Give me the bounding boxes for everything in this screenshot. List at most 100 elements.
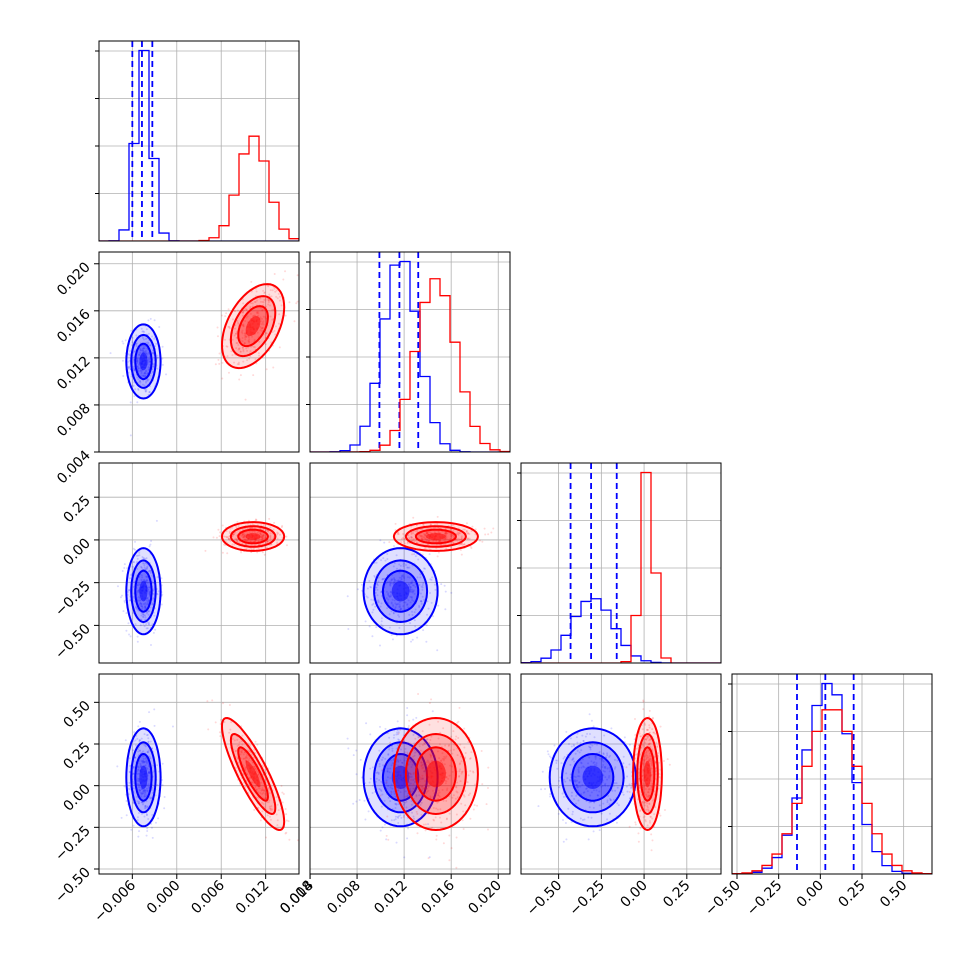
- scatter-point: [553, 744, 556, 747]
- scatter-point: [417, 558, 420, 561]
- scatter-point: [142, 760, 145, 763]
- scatter-point: [238, 347, 241, 350]
- scatter-point: [126, 590, 129, 593]
- scatter-point: [395, 579, 398, 582]
- scatter-point: [568, 743, 571, 746]
- scatter-point: [397, 732, 400, 735]
- scatter-point: [136, 777, 139, 780]
- scatter-point: [397, 738, 400, 741]
- scatter-point: [429, 523, 432, 526]
- scatter-point: [136, 796, 139, 799]
- scatter-point: [647, 735, 650, 738]
- scatter-point: [234, 537, 237, 540]
- scatter-point: [379, 591, 382, 594]
- scatter-point: [580, 749, 583, 752]
- scatter-point: [648, 820, 651, 823]
- scatter-point: [558, 779, 561, 782]
- scatter-point: [137, 783, 140, 786]
- x-tick-label-0: −0.006: [91, 877, 139, 925]
- scatter-point: [281, 791, 284, 794]
- scatter-point: [139, 624, 142, 627]
- scatter-point: [149, 740, 152, 743]
- scatter-point: [242, 753, 245, 756]
- scatter-point: [142, 616, 145, 619]
- scatter-point: [434, 526, 437, 529]
- scatter-point: [269, 807, 272, 810]
- y-tick-label-1: 0.020: [54, 259, 94, 299]
- scatter-point: [157, 356, 160, 359]
- scatter-point: [483, 527, 486, 530]
- scatter-point: [546, 750, 549, 753]
- scatter-point: [246, 315, 249, 318]
- scatter-point: [397, 614, 400, 617]
- scatter-point: [645, 751, 648, 754]
- scatter-point: [420, 600, 423, 603]
- scatter-point: [264, 536, 267, 539]
- scatter-point: [280, 784, 283, 787]
- scatter-point: [232, 533, 235, 536]
- scatter-point: [256, 312, 259, 315]
- scatter-point: [646, 804, 649, 807]
- scatter-point: [648, 759, 651, 762]
- scatter-point: [147, 586, 150, 589]
- scatter-point: [269, 537, 272, 540]
- scatter-point: [132, 824, 135, 827]
- scatter-point: [264, 317, 267, 320]
- scatter-point: [654, 767, 657, 770]
- scatter-point: [648, 726, 651, 729]
- scatter-point: [144, 795, 147, 798]
- scatter-point: [458, 706, 461, 709]
- scatter-point: [550, 756, 553, 759]
- scatter-point: [245, 347, 248, 350]
- scatter-point: [380, 805, 383, 808]
- scatter-point: [398, 576, 401, 579]
- scatter-point: [461, 771, 464, 774]
- scatter-point: [651, 799, 654, 802]
- scatter-point: [236, 738, 239, 741]
- contour-level: [425, 533, 446, 540]
- scatter-point: [565, 772, 568, 775]
- scatter-point: [134, 548, 137, 551]
- scatter-point: [650, 773, 653, 776]
- scatter-point: [650, 788, 653, 791]
- scatter-point: [153, 614, 156, 617]
- scatter-point: [645, 750, 648, 753]
- scatter-point: [149, 344, 152, 347]
- scatter-point: [356, 588, 359, 591]
- scatter-point: [132, 565, 135, 568]
- scatter-point: [157, 817, 160, 820]
- scatter-point: [153, 724, 156, 727]
- scatter-point: [569, 773, 572, 776]
- scatter-point: [229, 728, 232, 731]
- scatter-point: [606, 801, 609, 804]
- scatter-point: [643, 722, 646, 725]
- scatter-point: [444, 744, 447, 747]
- scatter-point: [438, 757, 441, 760]
- scatter-point: [146, 603, 149, 606]
- scatter-point: [269, 815, 272, 818]
- x-tick-label-1: 0.008: [324, 878, 364, 918]
- scatter-point: [389, 593, 392, 596]
- scatter-point: [146, 806, 149, 809]
- scatter-point: [428, 531, 431, 534]
- scatter-point: [428, 856, 431, 859]
- scatter-point: [391, 796, 394, 799]
- scatter-point: [643, 801, 646, 804]
- scatter-point: [431, 826, 434, 829]
- scatter-point: [587, 838, 590, 841]
- scatter-point: [163, 807, 166, 810]
- scatter-point: [411, 584, 414, 587]
- scatter-point: [383, 823, 386, 826]
- scatter-point: [125, 629, 128, 632]
- scatter-point: [444, 531, 447, 534]
- scatter-point: [641, 800, 644, 803]
- scatter-point: [226, 355, 229, 358]
- scatter-point: [138, 740, 141, 743]
- scatter-point: [647, 788, 650, 791]
- scatter-point: [147, 358, 150, 361]
- scatter-point: [396, 533, 399, 536]
- scatter-point: [137, 802, 140, 805]
- scatter-point: [583, 766, 586, 769]
- scatter-point: [398, 563, 401, 566]
- scatter-point: [650, 833, 653, 836]
